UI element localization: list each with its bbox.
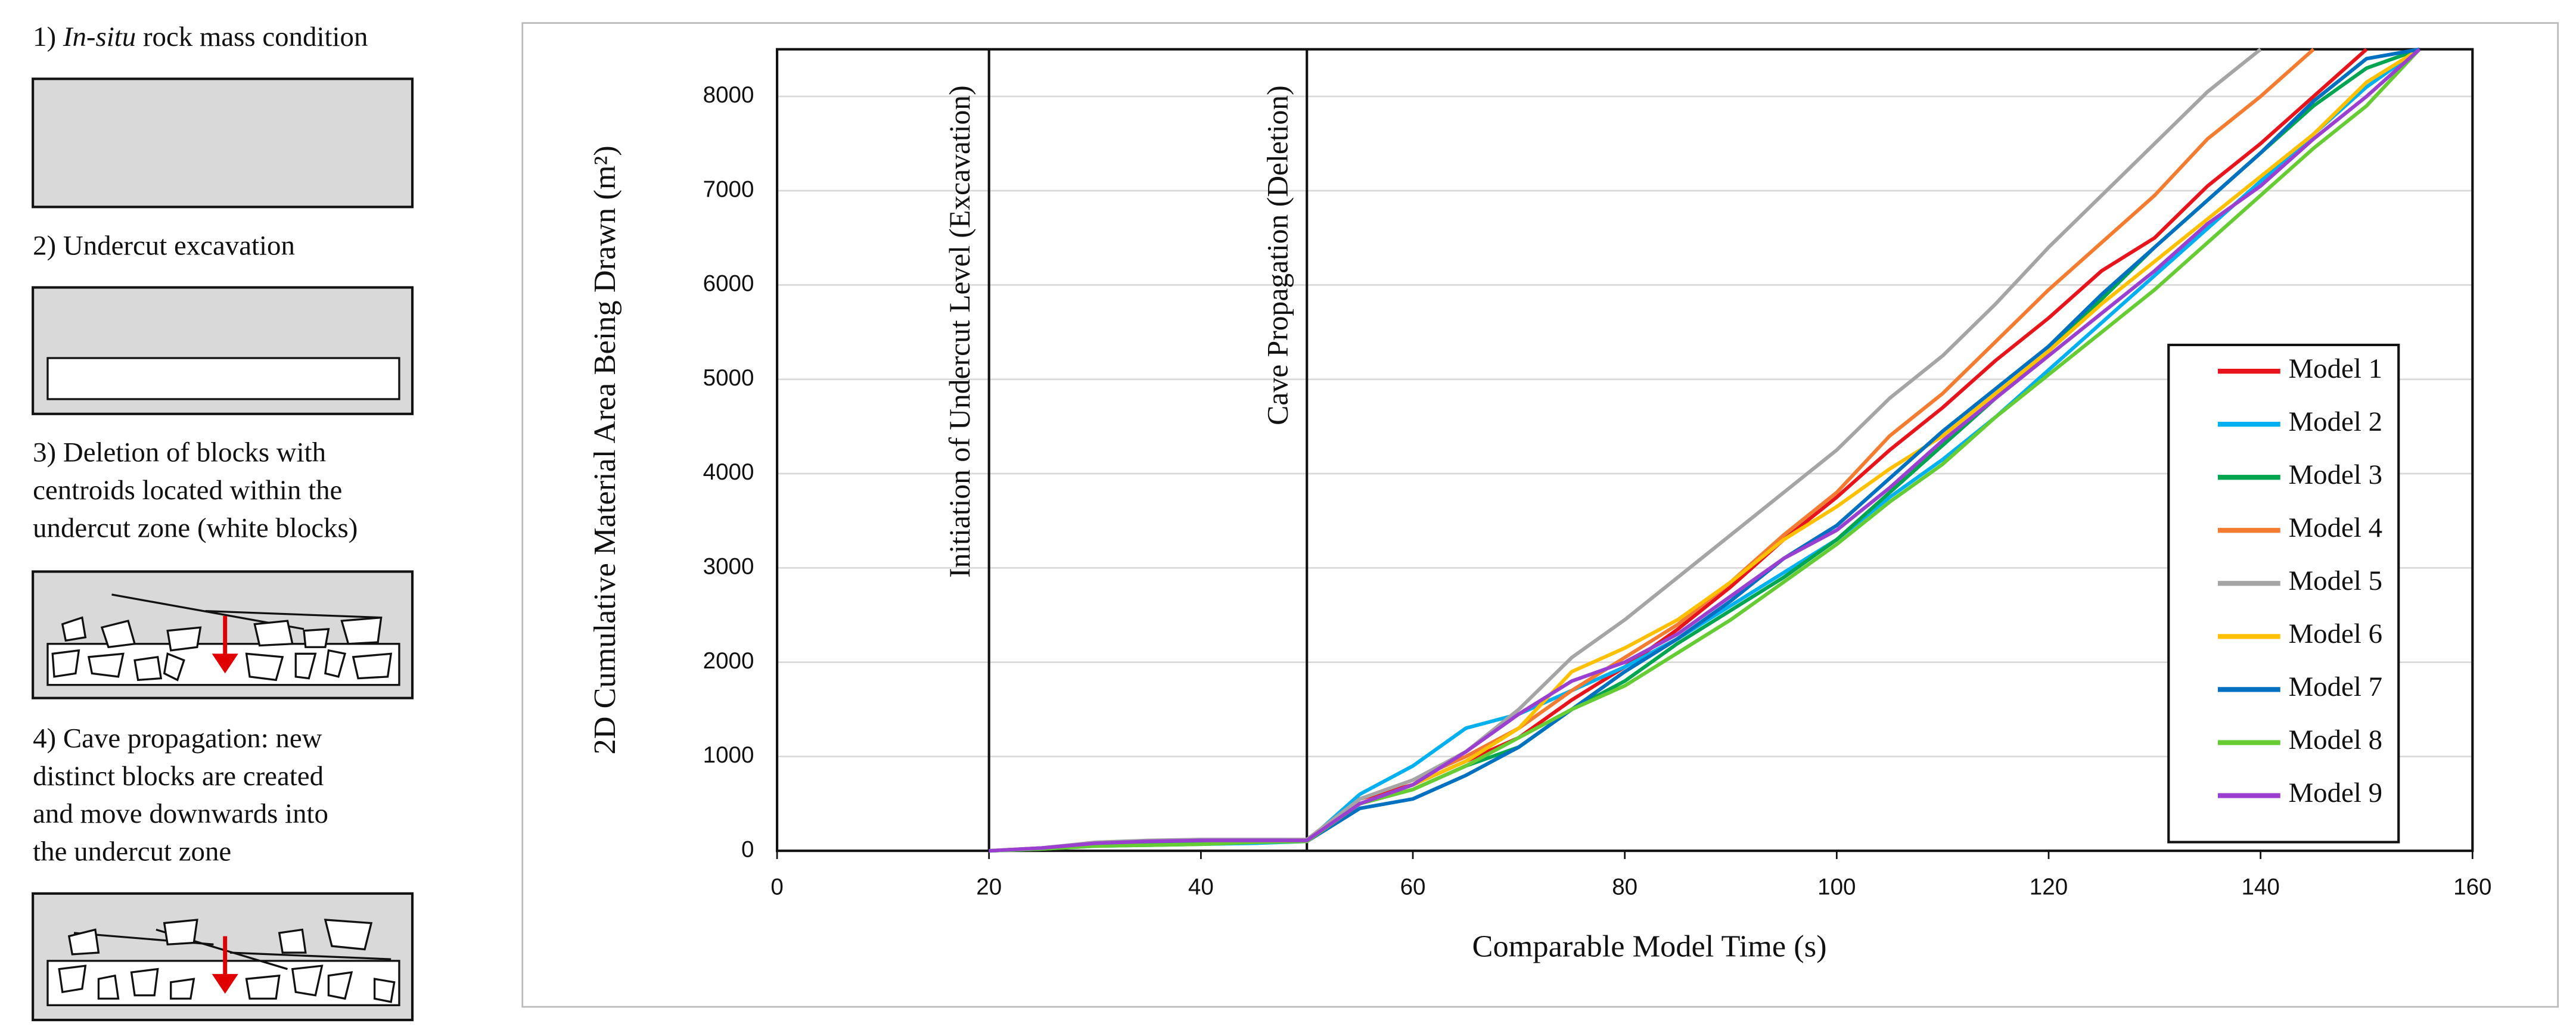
step-text: undercut zone (white blocks)	[33, 512, 358, 543]
legend-label: Model 1	[2289, 353, 2383, 384]
step-text: 1) In-situ rock mass condition	[33, 21, 368, 52]
y-tick-label: 1000	[703, 742, 754, 768]
y-axis-label: 2D Cumulative Material Area Being Drawn …	[588, 145, 622, 754]
arrow-head	[212, 654, 238, 674]
fragments	[58, 919, 396, 1003]
x-tick-label: 0	[770, 875, 783, 900]
chart-frame	[521, 22, 2559, 1008]
legend-label: Model 8	[2289, 724, 2383, 755]
step-line: Cave propagation: new	[63, 723, 322, 754]
step-line: the undercut zone	[33, 836, 231, 867]
legend-label: Model 3	[2289, 459, 2383, 490]
step-text: and move downwards into	[33, 798, 328, 829]
step-number: 2)	[33, 230, 56, 261]
y-tick-label: 6000	[703, 271, 754, 297]
step-line: and move downwards into	[33, 798, 328, 829]
series-line	[989, 48, 2368, 853]
step-line: centroids located within the	[33, 475, 342, 506]
y-tick-label: 4000	[703, 459, 754, 485]
legend-label: Model 2	[2289, 406, 2383, 437]
series-line	[989, 48, 2262, 853]
series-line	[989, 48, 2421, 853]
step-diagrams	[32, 77, 414, 1022]
fragments	[51, 593, 393, 682]
step-line: undercut zone (white blocks)	[33, 512, 358, 543]
x-tick-label: 40	[1188, 875, 1214, 900]
step-line: rock mass condition	[143, 21, 368, 52]
step-text: distinct blocks are created	[33, 761, 324, 792]
step-text: centroids located within the	[33, 475, 342, 506]
x-tick-label: 120	[2030, 875, 2068, 900]
step-text: 4) Cave propagation: new	[33, 723, 322, 754]
step-text: 2) Undercut excavation	[33, 230, 295, 261]
annotation-label: Cave Propagation (Deletion)	[1261, 85, 1294, 425]
step-number: 4)	[33, 723, 56, 754]
legend-box	[2167, 343, 2400, 844]
y-tick-label: 3000	[703, 553, 754, 579]
x-tick-label: 140	[2241, 875, 2279, 900]
x-tick-label: 60	[1400, 875, 1426, 900]
y-tick-label: 2000	[703, 648, 754, 674]
y-tick-label: 8000	[703, 82, 754, 108]
x-tick-label: 160	[2453, 875, 2491, 900]
undercut-zone	[46, 357, 400, 400]
step-line: Undercut excavation	[63, 230, 295, 261]
arrow-head	[212, 973, 238, 994]
legend-label: Model 6	[2289, 618, 2383, 649]
x-tick-label: 80	[1612, 875, 1637, 900]
legend-label: Model 7	[2289, 671, 2383, 702]
legend-label: Model 5	[2289, 565, 2383, 596]
plot-border	[776, 48, 2474, 853]
x-tick-label: 20	[976, 875, 1002, 900]
step-number: 3)	[33, 437, 56, 468]
legend-label: Model 9	[2289, 777, 2383, 808]
step-number: 1)	[33, 21, 56, 52]
step-line: Deletion of blocks with	[63, 437, 326, 468]
series-line	[989, 48, 2315, 853]
annotation-label: Initiation of Undercut Level (Excavation…	[943, 85, 976, 578]
step-texts: 1) In-situ rock mass condition 2) Undercu…	[33, 21, 368, 867]
y-tick-label: 5000	[703, 365, 754, 391]
step-text: the undercut zone	[33, 836, 231, 867]
rock-mass-box	[32, 77, 414, 209]
y-tick-label: 7000	[703, 176, 754, 202]
x-tick-label: 100	[1817, 875, 1856, 900]
step-line: distinct blocks are created	[33, 761, 324, 792]
legend-label: Model 4	[2289, 512, 2383, 543]
step-italic: In-situ	[63, 21, 136, 52]
series-line	[989, 48, 2421, 853]
y-tick-label: 0	[741, 836, 754, 862]
step-text: 3) Deletion of blocks with	[33, 437, 326, 468]
chart: 0 1000 2000 3000 4000 5000 6000 7000 8000 0 20 40 60…	[588, 47, 2491, 964]
x-axis-label: Comparable Model Time (s)	[1472, 929, 1827, 964]
